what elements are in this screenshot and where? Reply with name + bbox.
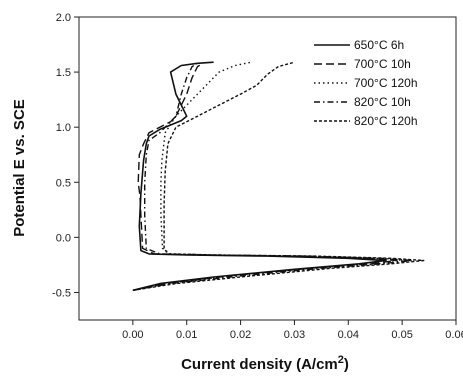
legend: 650°C 6h 700°C 10h 700°C 120h 820°C 10h 820°… <box>314 38 418 128</box>
x-tick-label: 0.05 <box>391 329 412 341</box>
y-tick-label: 0.5 <box>56 177 71 189</box>
y-tick-label: 2.0 <box>56 12 71 24</box>
x-tick-label: 0.01 <box>176 329 197 341</box>
series-line-3 <box>132 61 409 291</box>
series-group <box>132 61 425 292</box>
legend-label-2: 700°C 10h <box>354 57 411 71</box>
x-tick-label: 0.06 <box>445 329 463 341</box>
axis-tick-labels: 0.00 0.01 0.02 0.03 0.04 0.05 0.06 -0.5 0.0 0.5 1.… <box>52 12 463 341</box>
series-line-4 <box>132 62 414 291</box>
legend-label-1: 650°C 6h <box>354 38 404 52</box>
x-tick-label: 0.04 <box>338 329 359 341</box>
legend-label-4: 820°C 10h <box>354 95 411 109</box>
x-tick-label: 0.02 <box>230 329 251 341</box>
axis-ticks <box>74 16 457 325</box>
legend-label-5: 820°C 120h <box>354 114 418 128</box>
plot-frame <box>78 16 457 321</box>
series-line-1 <box>132 61 387 292</box>
y-tick-label: 1.0 <box>56 122 71 134</box>
x-tick-label: 0.03 <box>284 329 305 341</box>
y-tick-label: -0.5 <box>52 287 71 299</box>
x-axis-title-end: ) <box>344 356 349 373</box>
y-tick-label: 1.5 <box>56 67 71 79</box>
x-axis-title-superscript: 2 <box>338 354 344 366</box>
y-tick-label: 0.0 <box>56 232 71 244</box>
x-axis-title: Current density (A/cm2) <box>181 354 349 373</box>
series-line-5 <box>132 61 425 291</box>
y-axis-title: Potential E vs. SCE <box>11 99 28 237</box>
legend-label-3: 700°C 120h <box>354 76 418 90</box>
x-tick-label: 0.00 <box>122 329 143 341</box>
